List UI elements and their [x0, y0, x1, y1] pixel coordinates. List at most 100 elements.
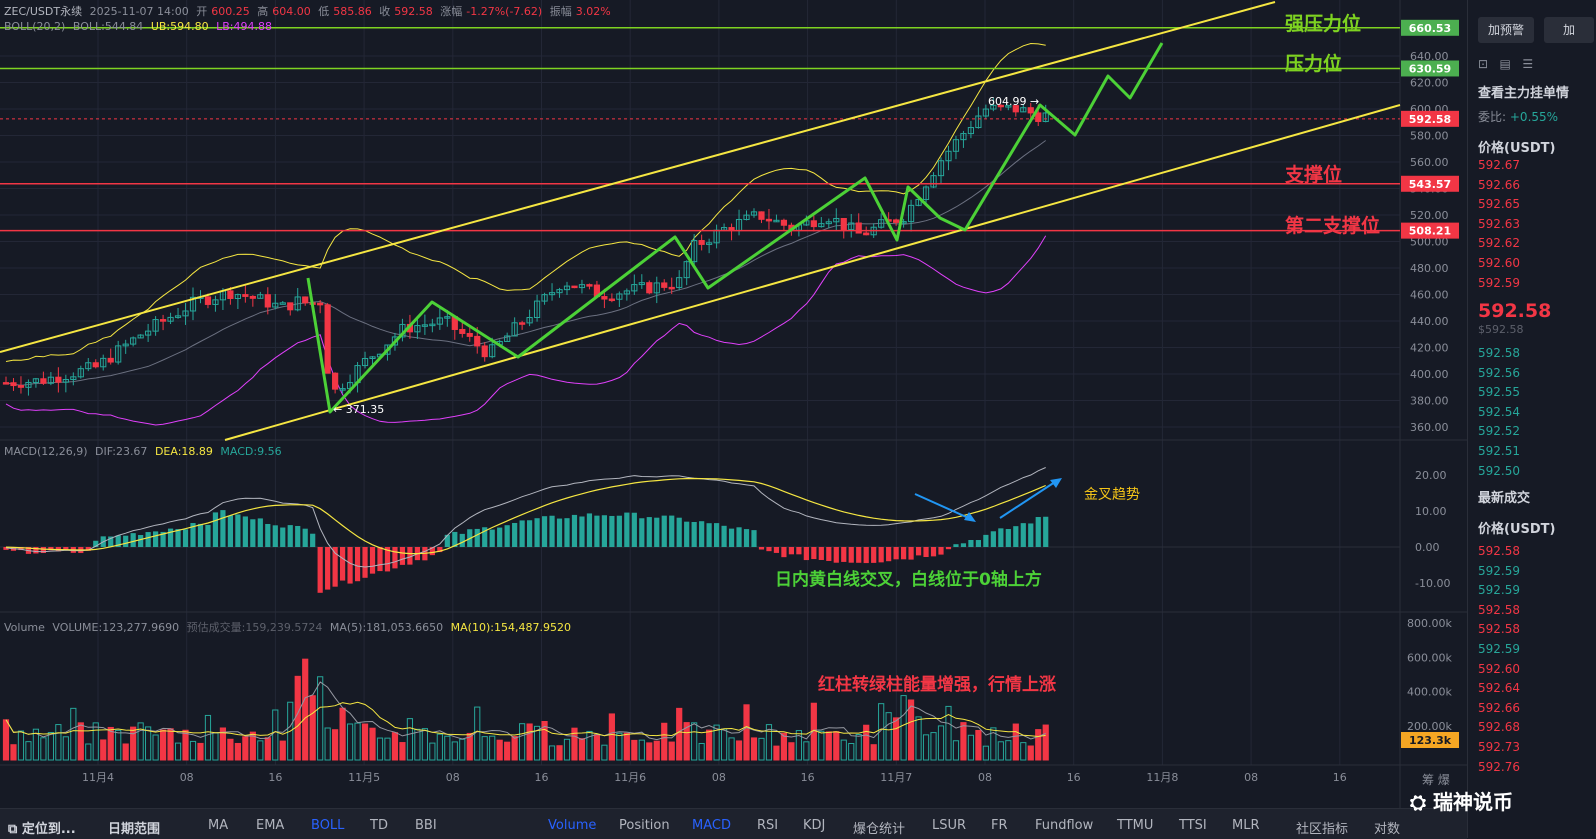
volume-bar — [631, 739, 638, 761]
asks-row[interactable]: 592.59 — [1478, 275, 1520, 290]
trades-row[interactable]: 592.59 — [1478, 583, 1520, 598]
indicator-tab-12[interactable]: FR — [991, 818, 1008, 833]
layout-both-icon[interactable]: ⊡ — [1478, 57, 1489, 71]
macd-hist-bar — [197, 523, 204, 547]
ratio-label: 委比: — [1478, 110, 1507, 124]
layout-icons[interactable]: ⊡ ▤ ☰ — [1478, 57, 1533, 71]
trades-row[interactable]: 592.58 — [1478, 544, 1520, 558]
trades-row[interactable]: 592.68 — [1478, 720, 1520, 735]
channel-upper-line — [0, 1, 1276, 353]
macd-hist-bar — [616, 515, 622, 547]
candle-body — [414, 325, 421, 333]
macd-hist-bar — [923, 547, 929, 558]
bids-row[interactable]: 592.55 — [1478, 385, 1520, 400]
indicator-tab-15[interactable]: TTSI — [1179, 818, 1207, 833]
indicator-tab-13[interactable]: Fundflow — [1035, 818, 1094, 833]
close-value: 592.58 — [394, 5, 433, 18]
asks-row[interactable]: 592.63 — [1478, 216, 1520, 231]
candle-body — [332, 372, 339, 390]
bids-row[interactable]: 592.52 — [1478, 424, 1520, 439]
indicator-tab-9[interactable]: KDJ — [803, 818, 826, 833]
layout-bids-icon[interactable]: ▤ — [1499, 57, 1511, 71]
macd-hist-bar — [841, 547, 847, 562]
bids-row[interactable]: 592.56 — [1478, 365, 1520, 380]
trades-row[interactable]: 592.59 — [1478, 563, 1520, 578]
asks-row[interactable]: 592.67 — [1478, 158, 1520, 172]
add-button[interactable]: 加 — [1544, 17, 1594, 43]
indicator-tab-4[interactable]: BBI — [415, 818, 437, 833]
macd-hist-bar — [960, 543, 967, 547]
indicator-tab-8[interactable]: RSI — [757, 818, 779, 833]
boll-legend[interactable]: BOLL(20,2) BOLL:544.84 UB:594.80 LB:494.… — [4, 20, 276, 33]
volume-bar — [623, 732, 630, 761]
volume-bar — [698, 742, 705, 761]
add-alert-button[interactable]: 加预警 — [1478, 17, 1534, 43]
high-value: 604.00 — [272, 5, 311, 18]
volume-bar — [242, 736, 249, 761]
candle-body — [384, 344, 391, 355]
bids-row[interactable]: 592.51 — [1478, 444, 1520, 458]
volume-bar — [533, 725, 541, 761]
macd-hist-bar — [220, 510, 226, 547]
indicator-tab-18[interactable]: 对数 — [1374, 822, 1401, 837]
indicator-tab-2[interactable]: BOLL — [311, 818, 345, 833]
asks-row[interactable]: 592.66 — [1478, 177, 1520, 192]
order-book-sidebar: 加预警 加 ⊡ ▤ ☰ 查看主力挂单情 委比: +0.55% 价格(USDT) … — [1467, 0, 1596, 838]
candle-body — [257, 294, 264, 299]
trades-row[interactable]: 592.73 — [1478, 740, 1520, 754]
volume-bar — [62, 736, 69, 761]
macd-legend[interactable]: MACD(12,26,9) DIF:23.67 DEA:18.89 MACD:9… — [4, 445, 286, 458]
candle-body — [152, 319, 159, 332]
trades-row[interactable]: 592.60 — [1478, 661, 1520, 676]
trades-row[interactable]: 592.58 — [1478, 602, 1520, 617]
indicator-tab-5[interactable]: Volume — [548, 818, 597, 833]
volume-bar — [893, 717, 900, 761]
date-range-button[interactable]: 日期范围 — [108, 822, 161, 837]
layout-asks-icon[interactable]: ☰ — [1522, 57, 1534, 71]
macd-hist-bar — [437, 547, 443, 553]
asks-row[interactable]: 592.60 — [1478, 256, 1520, 270]
trades-row[interactable]: 592.59 — [1478, 642, 1520, 656]
candle-body — [825, 221, 832, 225]
indicator-tab-7[interactable]: MACD — [692, 818, 731, 833]
indicator-tab-1[interactable]: EMA — [256, 818, 285, 833]
indicator-tab-14[interactable]: TTMU — [1117, 818, 1154, 833]
candle-body — [548, 292, 556, 296]
trades-row[interactable]: 592.64 — [1478, 681, 1520, 696]
volume-bar — [683, 722, 690, 761]
orderbook-title[interactable]: 查看主力挂单情 — [1478, 86, 1570, 101]
candle-body — [623, 290, 630, 295]
corner-tools[interactable]: 筹 爆 — [1422, 773, 1450, 787]
trades-row[interactable]: 592.76 — [1478, 759, 1520, 774]
last-price-usd: $592.58 — [1478, 323, 1524, 336]
indicator-tab-11[interactable]: LSUR — [932, 818, 967, 833]
bids-row[interactable]: 592.54 — [1478, 404, 1520, 419]
candle-body — [945, 150, 952, 162]
indicator-tab-6[interactable]: Position — [619, 818, 670, 833]
support-tag-bg — [1401, 175, 1459, 192]
volume-bar — [257, 740, 264, 761]
asks-row[interactable]: 592.65 — [1478, 197, 1520, 212]
candle-body — [1035, 112, 1042, 122]
candle-body — [526, 316, 533, 324]
bids-row[interactable]: 592.58 — [1478, 346, 1520, 360]
volume-legend[interactable]: Volume VOLUME:123,277.9690 预估成交量:159,239… — [4, 619, 575, 635]
trades-row[interactable]: 592.66 — [1478, 700, 1520, 715]
indicator-tab-16[interactable]: MLR — [1232, 818, 1260, 833]
asks-row[interactable]: 592.62 — [1478, 236, 1520, 251]
trades-row[interactable]: 592.58 — [1478, 622, 1520, 637]
bids-row[interactable]: 592.50 — [1478, 463, 1520, 478]
volume-bar — [25, 741, 32, 761]
locate-button[interactable]: ⧉ 定位到... — [8, 818, 76, 837]
chart-area[interactable]: 640.00620.00600.00580.00560.00540.00520.… — [0, 0, 1467, 808]
candle-body — [878, 219, 885, 228]
candle-body — [743, 214, 750, 221]
indicator-tab-0[interactable]: MA — [208, 818, 229, 833]
macd-tick-label: 10.00 — [1415, 505, 1447, 518]
vol-ma10-line — [5, 701, 1046, 738]
indicator-tab-10[interactable]: 爆仓统计 — [853, 822, 906, 837]
trades-title[interactable]: 最新成交 — [1478, 491, 1531, 506]
volume-bar — [593, 734, 601, 761]
indicator-tab-17[interactable]: 社区指标 — [1296, 822, 1349, 837]
indicator-tab-3[interactable]: TD — [370, 818, 388, 833]
